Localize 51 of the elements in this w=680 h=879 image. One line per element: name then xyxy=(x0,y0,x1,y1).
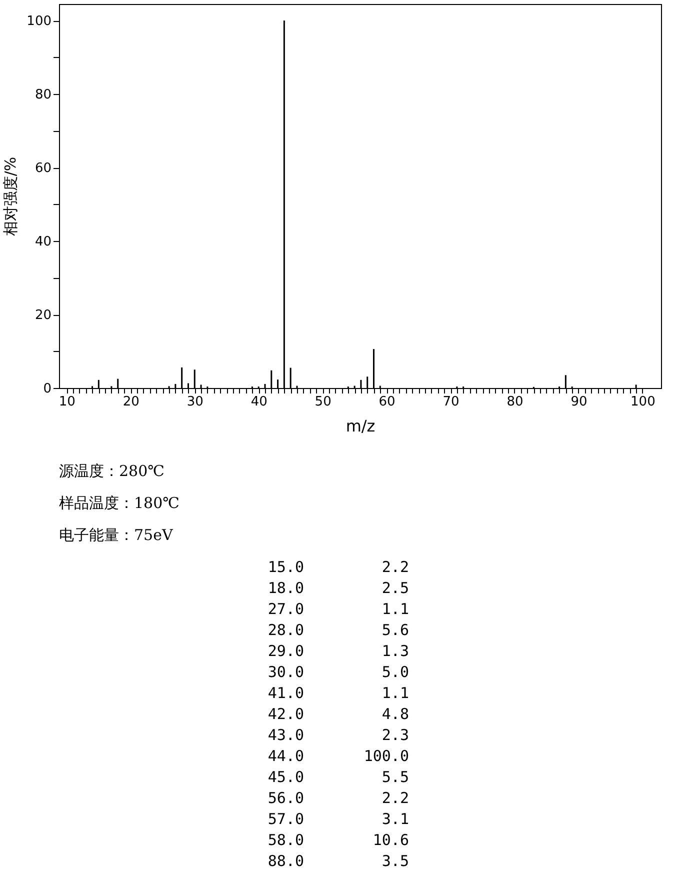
text: 18.0 xyxy=(268,579,304,597)
text: 43.0 xyxy=(268,726,304,744)
y-tick-label: 80 xyxy=(34,88,52,103)
text: 2.5 xyxy=(382,579,409,597)
x-tick-label: 60 xyxy=(378,394,396,410)
y-tick-label: 20 xyxy=(34,308,52,324)
y-tick-label: 40 xyxy=(34,234,52,250)
text: 28.0 xyxy=(268,621,304,639)
x-tick-label: 70 xyxy=(442,394,460,410)
text: 电子能量：75eV xyxy=(59,526,174,544)
text: 5.6 xyxy=(382,621,409,639)
text: 44.0 xyxy=(268,747,304,765)
x-tick-label: 80 xyxy=(506,394,524,410)
y-axis-title: 相对强度/% xyxy=(2,156,20,236)
x-tick-label: 30 xyxy=(186,394,204,410)
text: 源温度：280℃ xyxy=(59,462,164,480)
text: 4.8 xyxy=(382,705,409,723)
text: 5.0 xyxy=(382,663,409,681)
text: 5.5 xyxy=(382,768,409,786)
text: 58.0 xyxy=(268,831,304,849)
x-tick-label: 90 xyxy=(570,394,588,410)
text: 1.1 xyxy=(382,600,409,618)
text: 10.6 xyxy=(372,831,409,849)
text: 1.1 xyxy=(382,684,409,702)
text: 3.1 xyxy=(382,810,409,828)
y-tick-label: 0 xyxy=(43,382,52,396)
text: 42.0 xyxy=(268,705,304,723)
text: 41.0 xyxy=(268,684,304,702)
text: 2.2 xyxy=(382,558,409,576)
x-tick-label: 40 xyxy=(250,394,268,410)
text: 100.0 xyxy=(364,747,409,765)
text: 27.0 xyxy=(268,600,304,618)
x-tick-label: 20 xyxy=(122,394,140,410)
x-tick-label: 50 xyxy=(314,394,332,410)
text: 2.3 xyxy=(382,726,409,744)
x-tick-label: 100 xyxy=(630,394,656,410)
text: 45.0 xyxy=(268,768,304,786)
text: 29.0 xyxy=(268,642,304,660)
text: 56.0 xyxy=(268,789,304,807)
text: 57.0 xyxy=(268,810,304,828)
text: 15.0 xyxy=(268,558,304,576)
text: 30.0 xyxy=(268,663,304,681)
text: 1.3 xyxy=(382,642,409,660)
text: 3.5 xyxy=(382,852,409,870)
y-tick-label: 60 xyxy=(34,161,52,176)
x-axis-title: m/z xyxy=(346,416,376,436)
text: 样品温度：180℃ xyxy=(59,494,180,512)
x-tick-label: 10 xyxy=(58,394,76,410)
text: 88.0 xyxy=(268,852,304,870)
y-tick-label: 100 xyxy=(26,14,52,30)
text: 2.2 xyxy=(382,789,409,807)
